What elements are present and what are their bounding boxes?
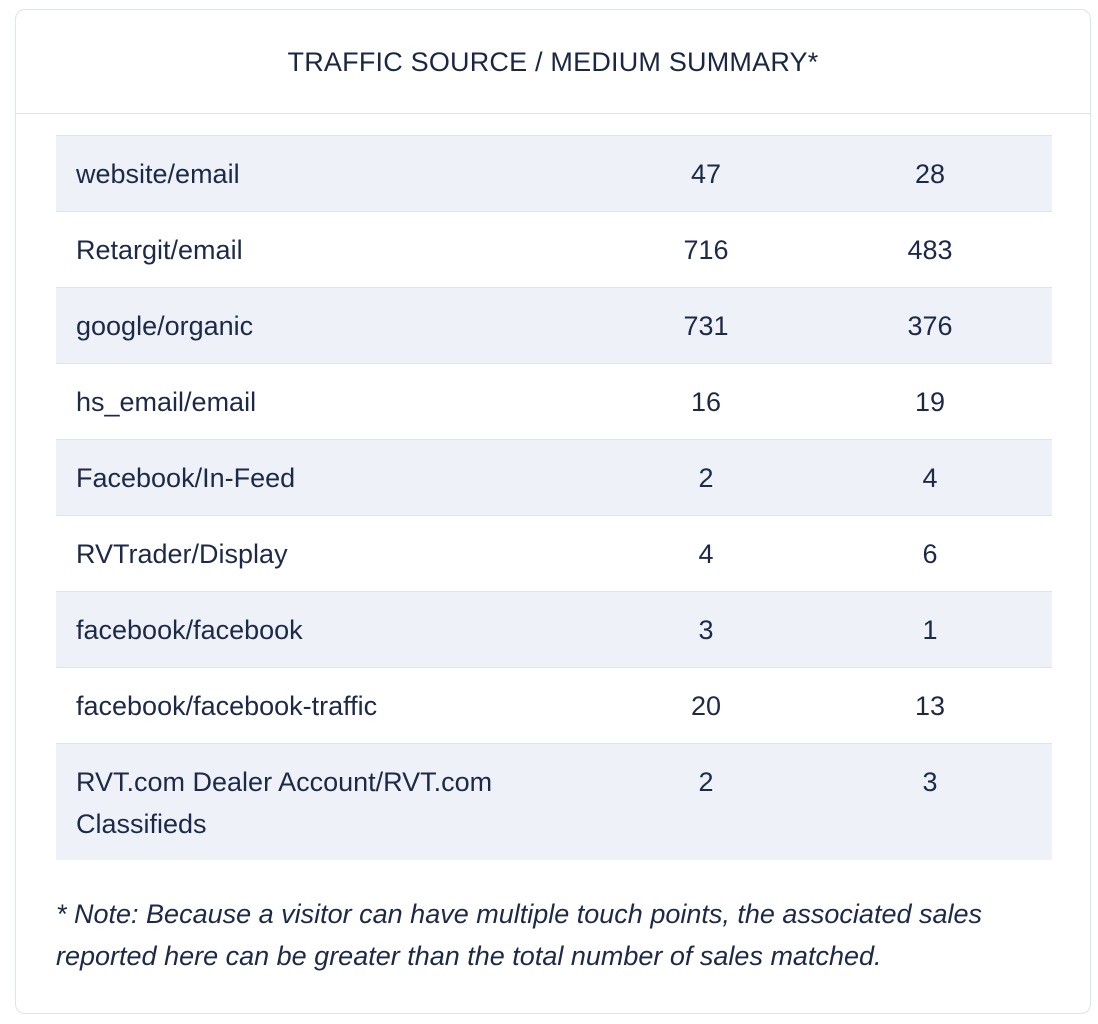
table-row: RVT.com Dealer Account/RVT.com Classifie…: [56, 744, 1052, 860]
value-cell-2: 483: [907, 235, 953, 265]
card-title: TRAFFIC SOURCE / MEDIUM SUMMARY*: [287, 47, 819, 77]
source-medium-cell: facebook/facebook-traffic: [76, 691, 378, 721]
value-cell-2: 4: [922, 463, 938, 493]
value-cell-2: 376: [907, 311, 953, 341]
traffic-summary-card: TRAFFIC SOURCE / MEDIUM SUMMARY* website…: [15, 9, 1091, 1014]
source-medium-cell: Facebook/In-Feed: [76, 463, 296, 493]
value-cell-1: 716: [683, 235, 729, 265]
value-cell-1: 20: [690, 691, 722, 721]
value-cell-1: 731: [683, 311, 729, 341]
source-medium-cell: RVTrader/Display: [76, 539, 288, 569]
value-cell-2: 13: [914, 691, 946, 721]
value-cell-2: 6: [922, 539, 938, 569]
source-medium-cell: RVT.com Dealer Account/RVT.com Classifie…: [76, 767, 493, 839]
source-medium-cell: Retargit/email: [76, 235, 243, 265]
value-cell-1: 3: [698, 615, 714, 645]
source-medium-cell: hs_email/email: [76, 387, 257, 417]
source-medium-cell: website/email: [76, 159, 240, 189]
value-cell-2: 28: [914, 159, 946, 189]
table-row: google/organic 731 376: [56, 288, 1052, 364]
value-cell-1: 2: [698, 463, 714, 493]
traffic-table: website/email 47 28 Retargit/email 716 4…: [56, 135, 1052, 860]
value-cell-1: 16: [690, 387, 722, 417]
table-row: facebook/facebook 3 1: [56, 592, 1052, 668]
value-cell-2: 3: [922, 767, 938, 797]
table-row: Facebook/In-Feed 2 4: [56, 440, 1052, 516]
value-cell-1: 4: [698, 539, 714, 569]
table-row: Retargit/email 716 483: [56, 212, 1052, 288]
card-header: TRAFFIC SOURCE / MEDIUM SUMMARY*: [16, 10, 1090, 114]
source-medium-cell: google/organic: [76, 311, 254, 341]
source-medium-cell: facebook/facebook: [76, 615, 303, 645]
value-cell-2: 19: [914, 387, 946, 417]
table-row: website/email 47 28: [56, 136, 1052, 212]
value-cell-2: 1: [922, 615, 938, 645]
value-cell-1: 47: [690, 159, 722, 189]
value-cell-1: 2: [698, 767, 714, 797]
table-row: RVTrader/Display 4 6: [56, 516, 1052, 592]
footnote: * Note: Because a visitor can have multi…: [56, 899, 983, 971]
table-row: hs_email/email 16 19: [56, 364, 1052, 440]
table-row: facebook/facebook-traffic 20 13: [56, 668, 1052, 744]
